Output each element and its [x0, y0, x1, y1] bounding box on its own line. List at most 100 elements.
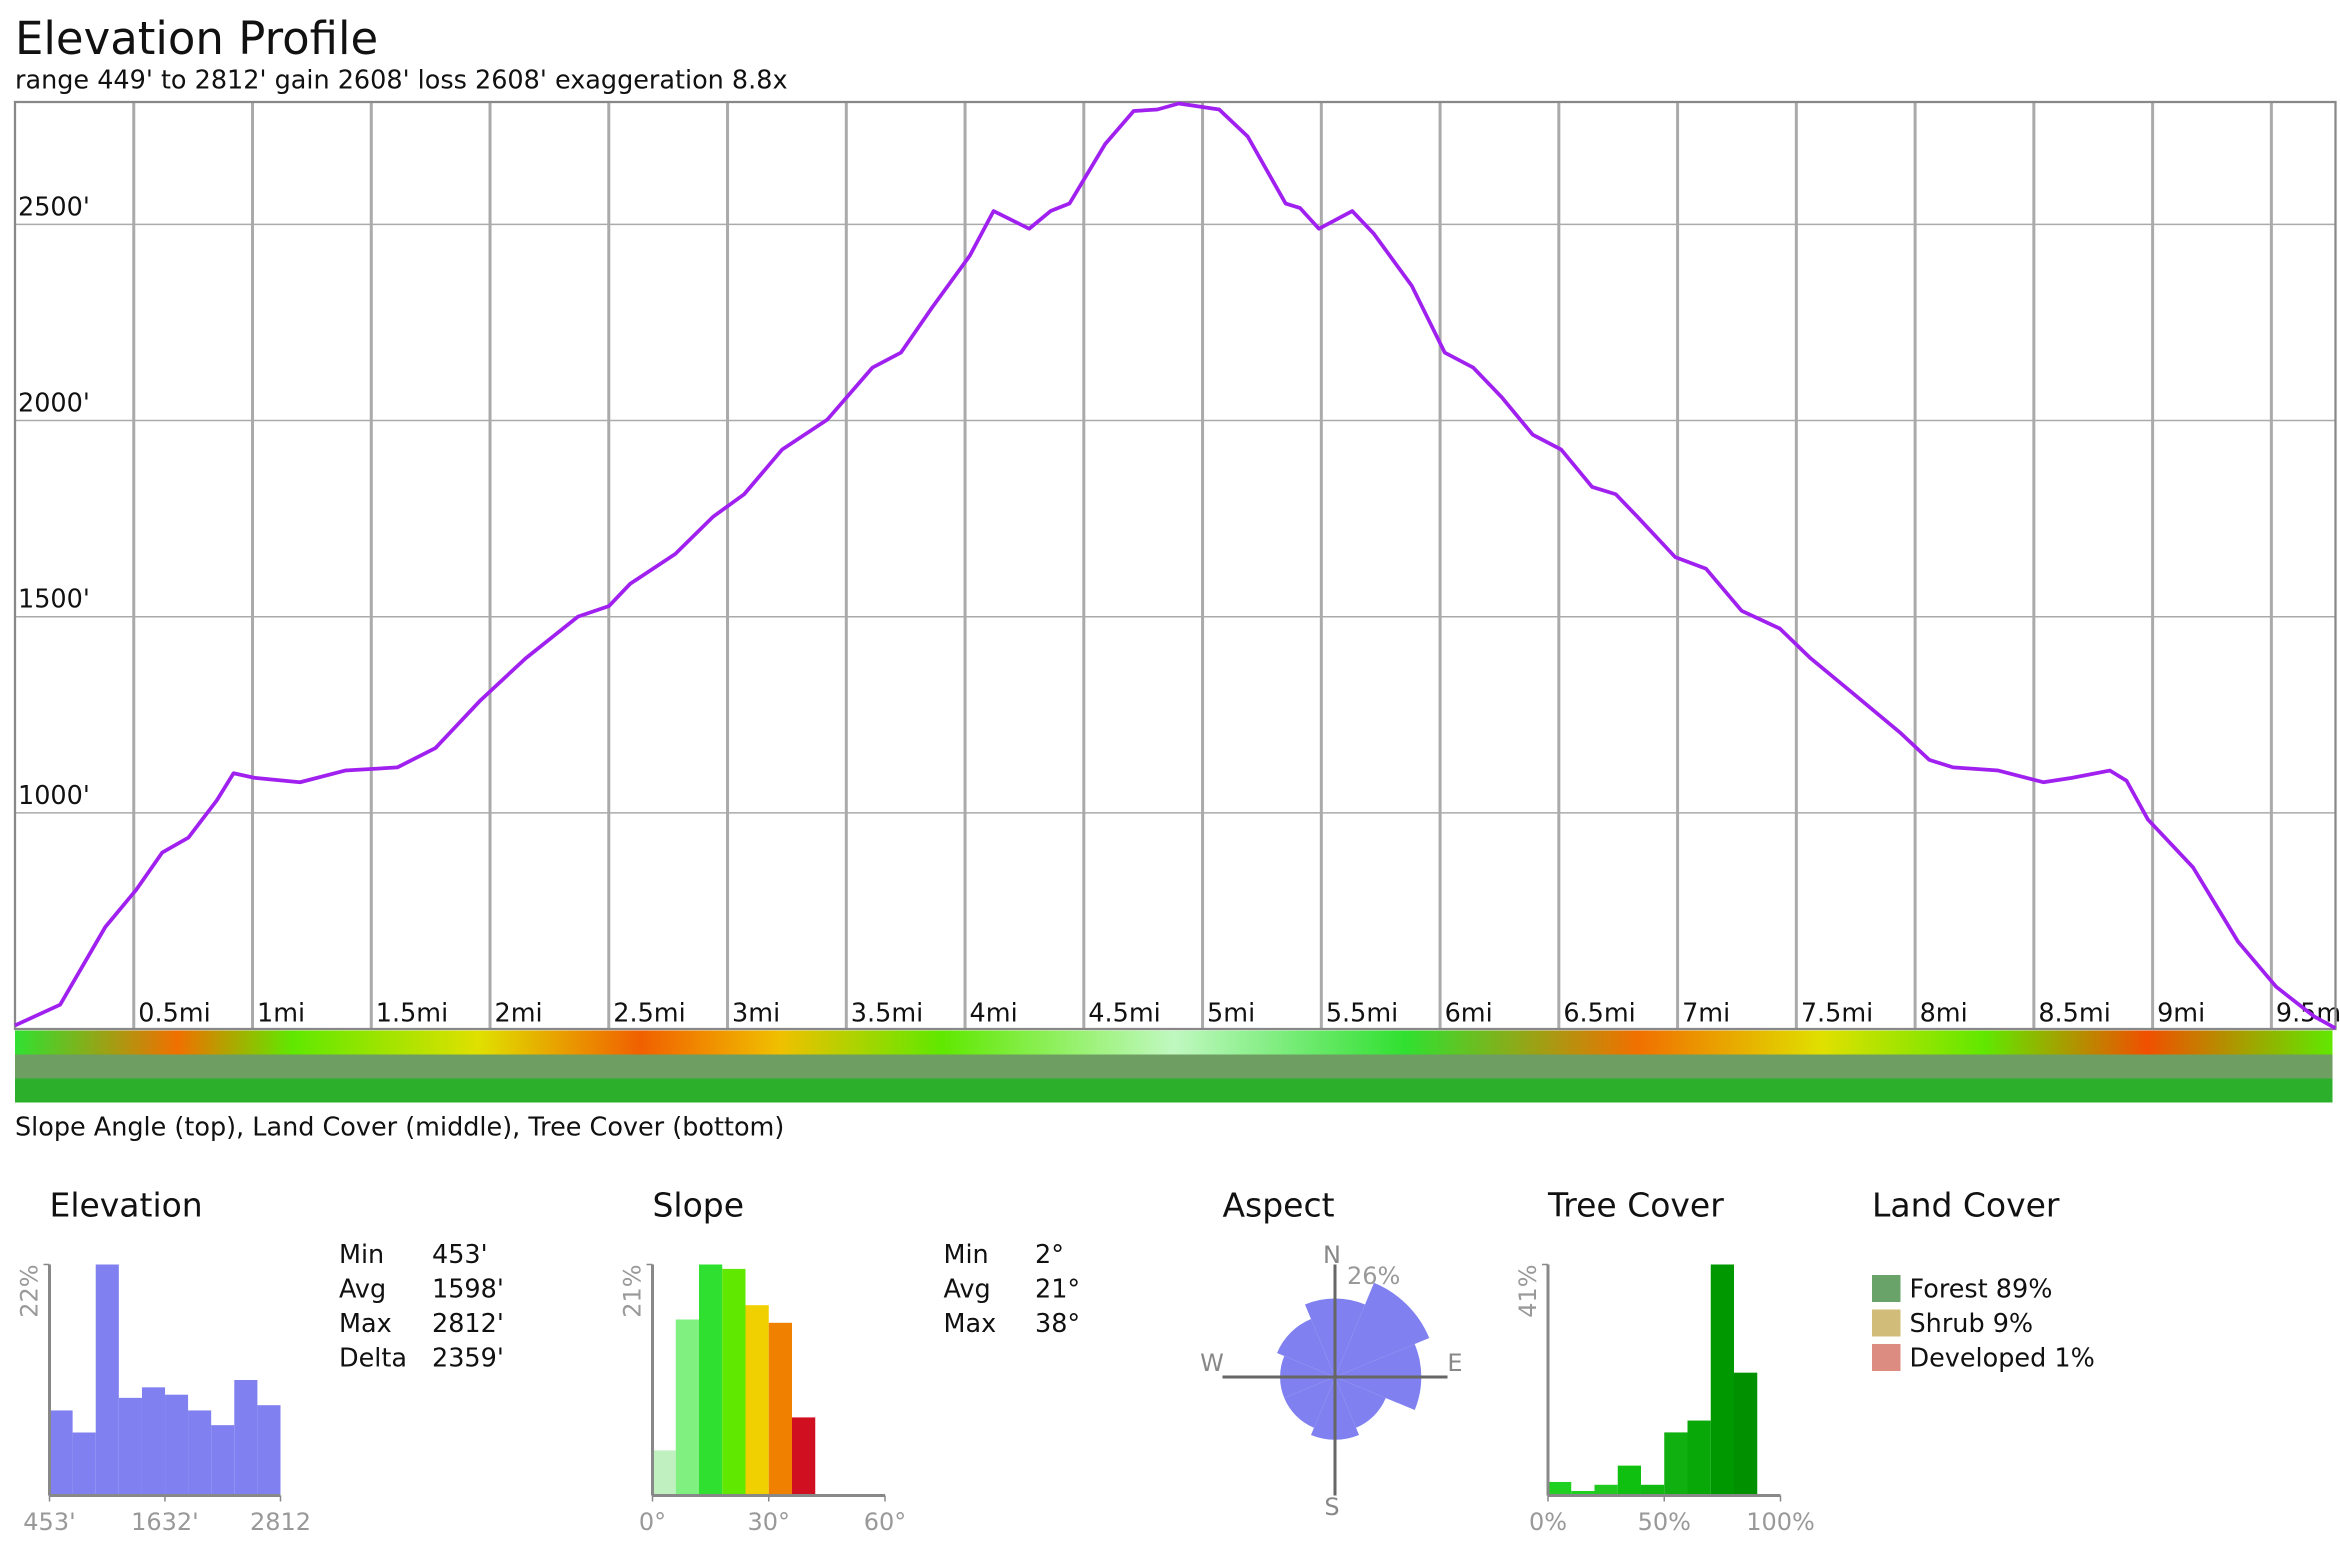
aspect-wedge	[1284, 1376, 1335, 1428]
hist-bar	[1733, 1372, 1758, 1496]
x-tick-label: 0%	[1529, 1508, 1567, 1536]
hist-bar	[257, 1405, 281, 1496]
hist-bar	[652, 1450, 676, 1496]
x-tick-label: 30°	[747, 1508, 790, 1536]
x-tick-label: 4mi	[970, 998, 1018, 1028]
x-tick-label: 6mi	[1445, 998, 1493, 1028]
direction-label: E	[1447, 1349, 1462, 1377]
x-tick-label: 1632'	[131, 1508, 199, 1536]
x-tick-label: 0.5mi	[138, 998, 210, 1028]
x-tick-label: 453'	[23, 1508, 75, 1536]
hist-bar	[699, 1264, 723, 1496]
legend-label: Shrub 9%	[1909, 1309, 2033, 1339]
legend-label: Developed 1%	[1909, 1343, 2094, 1373]
panel-title: Tree Cover	[1547, 1185, 1724, 1224]
y-tick-label: 21%	[619, 1264, 647, 1317]
x-tick-label: 5mi	[1207, 998, 1255, 1028]
x-tick-label: 100%	[1746, 1508, 1815, 1536]
stat-name: Min	[339, 1240, 384, 1270]
x-tick-label: 8.5mi	[2038, 998, 2110, 1028]
hist-bar	[234, 1379, 258, 1496]
stat-name: Max	[339, 1309, 392, 1339]
hist-bar	[1687, 1420, 1711, 1496]
y-tick-label: 2000'	[18, 389, 90, 419]
legend-swatch	[1871, 1309, 1901, 1337]
stat-name: Delta	[339, 1343, 407, 1373]
hist-bar	[141, 1387, 166, 1496]
x-tick-label: 0°	[639, 1508, 666, 1536]
legend-swatch	[1871, 1274, 1901, 1302]
hist-bar	[722, 1268, 746, 1496]
stat-value: 2359'	[432, 1343, 504, 1373]
plot-frame	[13, 100, 2337, 1031]
x-tick-label: 1.5mi	[376, 998, 448, 1028]
hist-bar	[211, 1425, 235, 1496]
y-tick-label: 41%	[1514, 1264, 1542, 1317]
y-tick-label: 22%	[16, 1264, 44, 1317]
hist-bar	[745, 1305, 769, 1496]
x-tick-label: 3mi	[732, 998, 780, 1028]
x-tick-label: 5.5mi	[1326, 998, 1398, 1028]
x-tick-label: 6.5mi	[1563, 998, 1635, 1028]
hist-bar	[675, 1319, 700, 1496]
panel-title: Land Cover	[1872, 1185, 2060, 1224]
hist-bar	[1571, 1490, 1595, 1496]
stat-value: 453'	[432, 1240, 488, 1270]
hist-bar	[72, 1432, 96, 1496]
panel-title: Elevation	[50, 1185, 203, 1224]
hist-bar	[768, 1322, 793, 1496]
y-tick-label: 1500'	[18, 585, 90, 615]
hist-bar	[1640, 1484, 1665, 1496]
stat-value: 21°	[1035, 1274, 1080, 1304]
direction-label: N	[1323, 1241, 1341, 1269]
panel-title: Aspect	[1222, 1185, 1334, 1224]
hist-bar	[95, 1264, 119, 1496]
x-tick-label: 60°	[864, 1508, 907, 1536]
hist-bar	[165, 1394, 189, 1496]
hist-bar	[49, 1410, 73, 1496]
slope-strip	[15, 1030, 2333, 1055]
y-tick-label: 2500'	[18, 192, 90, 222]
x-tick-label: 3.5mi	[851, 998, 923, 1028]
elevation-line	[14, 101, 2337, 1030]
aspect-wedge	[1334, 1282, 1430, 1377]
panel-title: Slope	[653, 1185, 745, 1224]
x-tick-label: 1mi	[257, 998, 305, 1028]
hist-bar	[1664, 1432, 1688, 1496]
stat-name: Avg	[944, 1274, 991, 1304]
aspect-wedge	[1277, 1319, 1335, 1377]
land-cover-strip	[15, 1054, 2333, 1079]
r-tick-label: 26%	[1347, 1262, 1400, 1290]
hist-bar	[118, 1397, 142, 1496]
x-tick-label: 4.5mi	[1088, 998, 1160, 1028]
subtitle: range 449' to 2812' gain 2608' loss 2608…	[15, 65, 788, 95]
stat-value: 2812'	[432, 1309, 504, 1339]
x-tick-label: 7mi	[1682, 998, 1730, 1028]
tree-cover-strip	[15, 1078, 2333, 1103]
stat-name: Avg	[339, 1274, 386, 1304]
hist-bar	[1594, 1484, 1618, 1496]
aspect-wedge	[1334, 1376, 1386, 1428]
x-tick-label: 2812	[250, 1508, 311, 1536]
hist-bar	[188, 1410, 212, 1496]
legend-swatch	[1871, 1343, 1901, 1371]
x-tick-label: 2.5mi	[613, 998, 685, 1028]
direction-label: S	[1324, 1493, 1339, 1521]
x-tick-label: 8mi	[1920, 998, 1968, 1028]
page-title: Elevation Profile	[15, 12, 378, 65]
hist-bar	[1547, 1481, 1572, 1496]
stat-value: 2°	[1035, 1240, 1064, 1270]
hist-bar	[792, 1417, 816, 1496]
stat-value: 1598'	[432, 1274, 504, 1304]
hist-bar	[1617, 1465, 1641, 1496]
hist-bar	[1710, 1264, 1734, 1496]
stat-value: 38°	[1035, 1309, 1080, 1339]
legend-label: Forest 89%	[1909, 1274, 2052, 1304]
x-tick-label: 2mi	[495, 998, 543, 1028]
strip-caption: Slope Angle (top), Land Cover (middle), …	[15, 1112, 784, 1142]
x-tick-label: 50%	[1638, 1508, 1691, 1536]
x-tick-label: 7.5mi	[1801, 998, 1873, 1028]
x-tick-label: 9mi	[2157, 998, 2205, 1028]
